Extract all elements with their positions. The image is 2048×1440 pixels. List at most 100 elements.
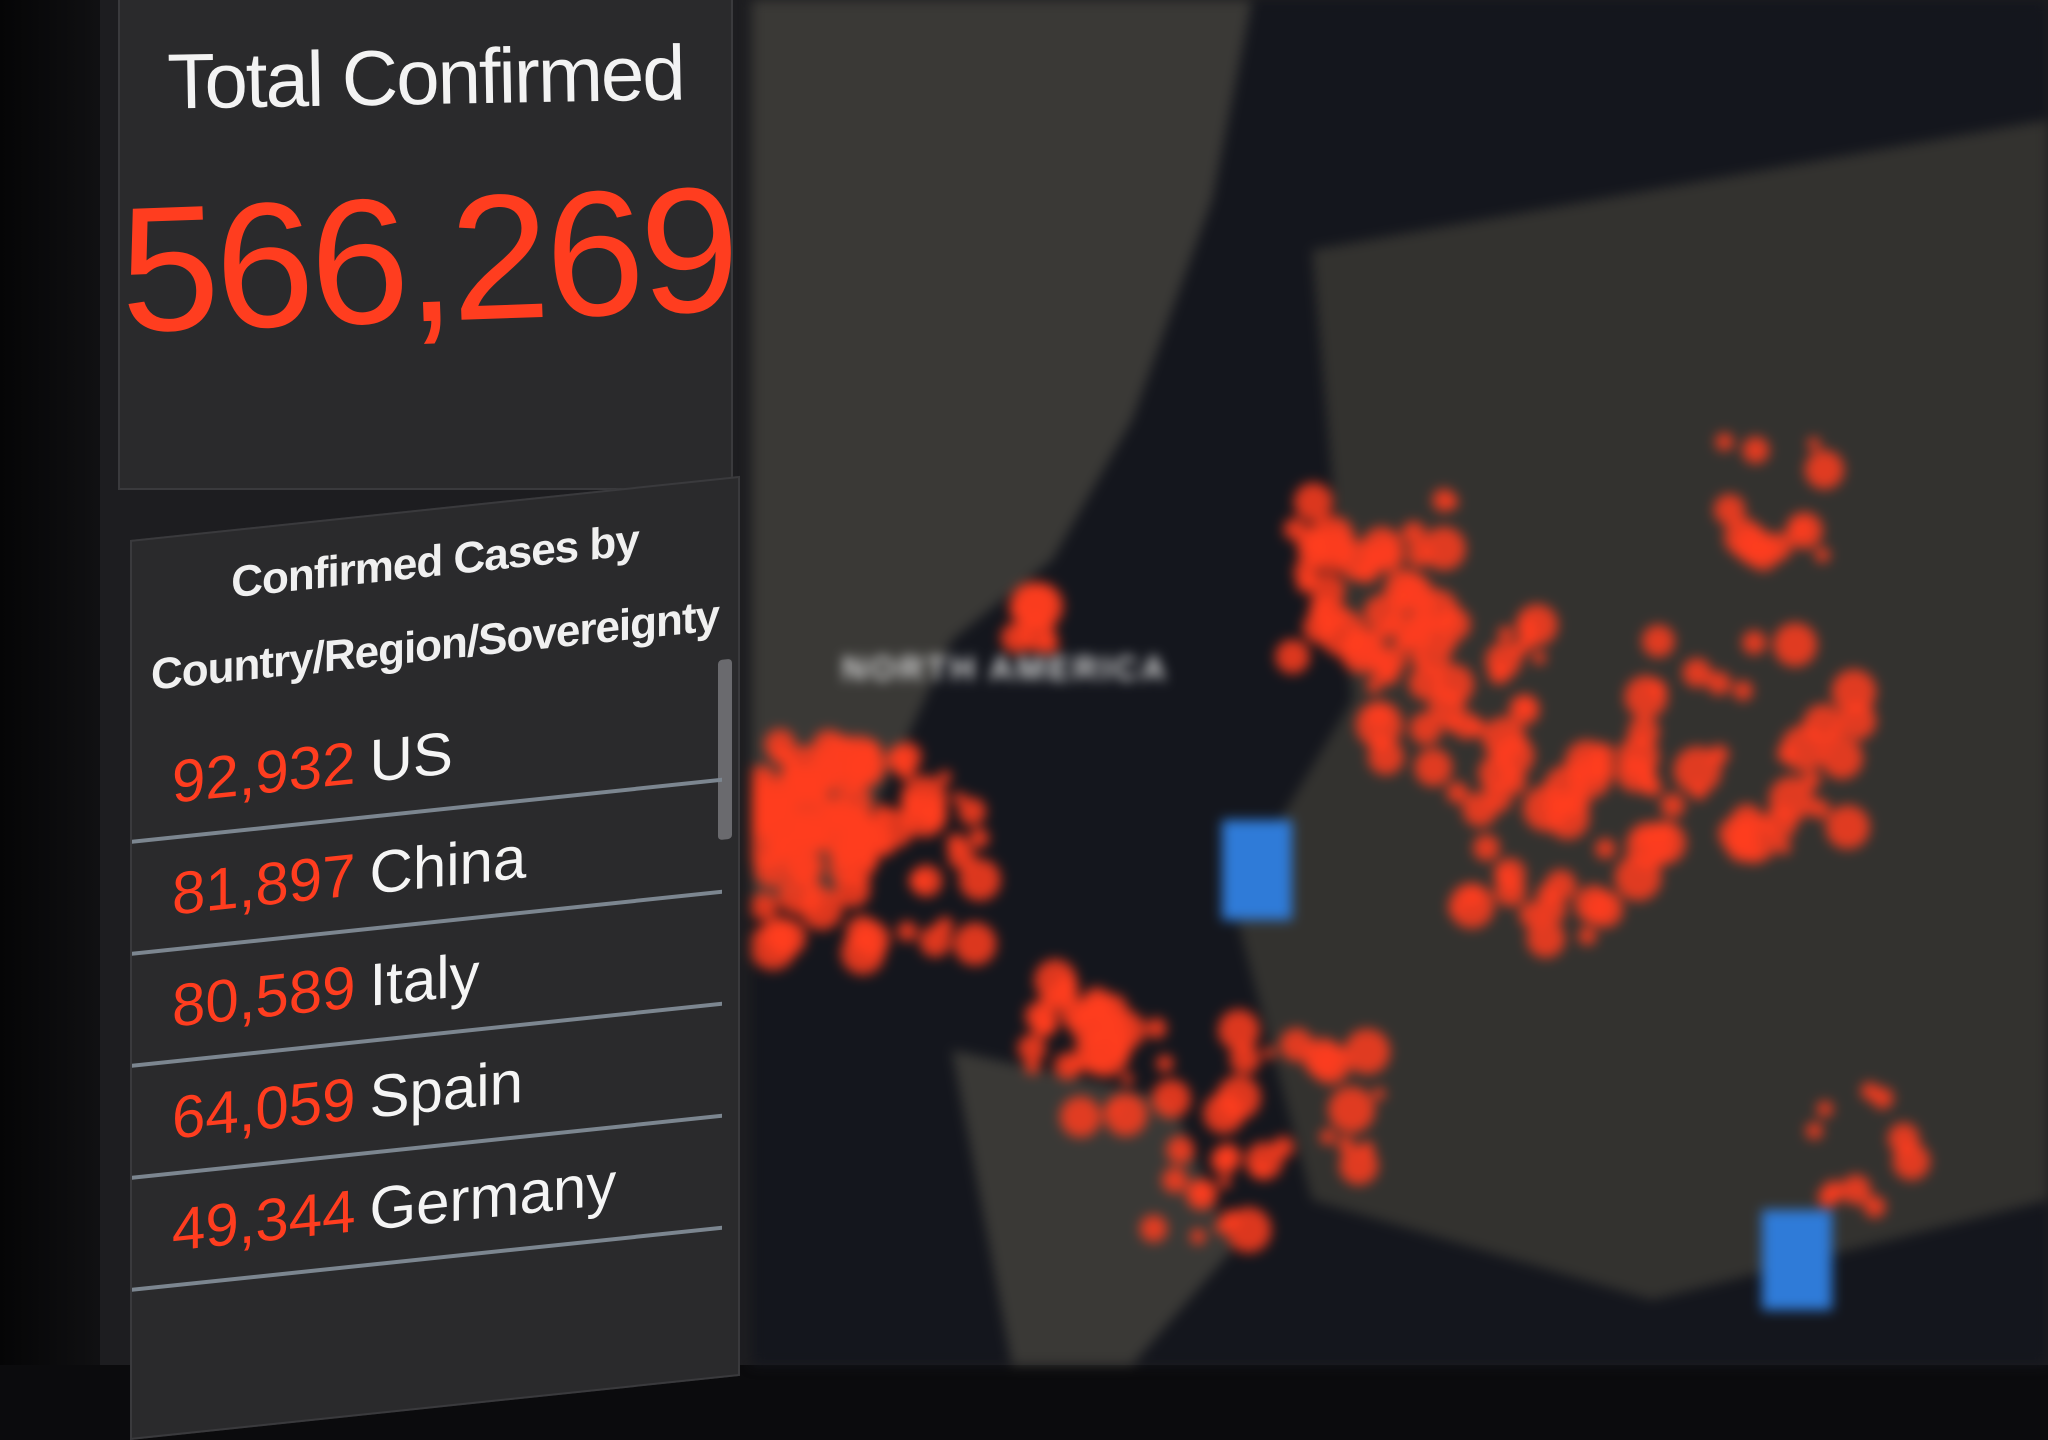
case-marker[interactable] [1217,1175,1232,1189]
case-marker[interactable] [953,922,997,966]
case-marker[interactable] [908,869,931,892]
case-marker[interactable] [1166,1135,1195,1165]
case-marker[interactable] [1339,627,1386,674]
case-marker[interactable] [848,805,864,821]
case-marker[interactable] [1302,1038,1343,1078]
case-marker[interactable] [1414,748,1453,787]
case-marker[interactable] [1139,1214,1168,1243]
case-marker[interactable] [846,759,874,786]
case-marker[interactable] [1337,1135,1355,1153]
case-marker[interactable] [1807,437,1821,451]
case-marker[interactable] [1532,650,1547,665]
case-marker[interactable] [777,876,815,915]
case-marker[interactable] [1822,1180,1845,1203]
case-marker[interactable] [1518,630,1538,650]
case-marker[interactable] [886,745,913,773]
case-marker[interactable] [1161,1167,1188,1194]
case-marker[interactable] [919,925,952,958]
case-marker[interactable] [1838,701,1877,740]
case-marker[interactable] [1344,1028,1391,1075]
case-marker[interactable] [1732,680,1754,701]
case-marker[interactable] [1715,432,1734,451]
case-marker[interactable] [1775,838,1792,855]
case-marker[interactable] [1401,521,1426,546]
case-marker[interactable] [1328,1086,1375,1134]
case-marker[interactable] [1648,680,1667,698]
case-marker[interactable] [1831,669,1877,715]
case-marker[interactable] [1308,596,1332,620]
case-marker[interactable] [1660,793,1686,818]
case-marker[interactable] [1263,1046,1276,1059]
case-marker[interactable] [1825,805,1870,850]
case-marker[interactable] [1449,883,1495,929]
case-marker[interactable] [1225,1207,1272,1253]
case-marker[interactable] [1805,1122,1823,1140]
case-marker[interactable] [1713,494,1746,526]
case-marker[interactable] [1372,1087,1386,1101]
case-marker[interactable] [1820,736,1864,780]
case-marker[interactable] [1216,1075,1261,1120]
case-marker[interactable] [1574,885,1613,924]
case-marker[interactable] [1214,1143,1241,1170]
case-marker[interactable] [1763,532,1793,562]
case-marker[interactable] [1526,919,1566,958]
case-marker[interactable] [1892,1142,1931,1181]
case-marker[interactable] [752,892,778,921]
case-marker[interactable] [1641,624,1675,658]
case-marker[interactable] [1404,610,1442,648]
case-marker[interactable] [1406,541,1433,568]
case-marker[interactable] [1562,786,1591,815]
world-map[interactable]: NORTH AMERICA [752,0,2048,1365]
case-marker[interactable] [1300,572,1314,586]
case-marker[interactable] [1059,1096,1102,1138]
case-marker[interactable] [1105,1101,1119,1115]
case-marker[interactable] [1040,988,1065,1013]
case-marker[interactable] [1190,1228,1206,1245]
case-marker[interactable] [1448,901,1462,915]
case-marker[interactable] [1446,781,1469,804]
case-marker[interactable] [1361,526,1403,568]
case-marker[interactable] [1791,519,1812,540]
case-marker[interactable] [803,757,842,795]
case-marker[interactable] [770,919,807,956]
case-marker[interactable] [1156,1054,1174,1072]
case-marker[interactable] [958,858,1001,901]
case-marker[interactable] [1773,622,1818,667]
case-marker[interactable] [1486,786,1512,812]
case-marker[interactable] [1218,1009,1260,1051]
case-marker[interactable] [1494,865,1512,883]
case-marker[interactable] [1724,517,1763,557]
case-marker[interactable] [1421,526,1466,571]
case-marker[interactable] [1493,735,1535,776]
case-marker[interactable] [1488,661,1511,685]
case-marker[interactable] [1339,1145,1379,1186]
case-marker[interactable] [784,756,799,771]
case-marker[interactable] [1473,834,1500,862]
case-marker[interactable] [835,833,858,856]
case-marker[interactable] [1871,1087,1894,1110]
case-marker[interactable] [1432,488,1456,512]
case-marker[interactable] [1804,450,1844,490]
case-marker[interactable] [1319,1128,1336,1145]
case-marker[interactable] [1642,820,1687,865]
case-marker[interactable] [1642,777,1663,797]
case-marker[interactable] [1742,630,1767,655]
case-marker[interactable] [968,827,990,849]
case-marker[interactable] [1354,557,1380,584]
case-marker[interactable] [958,797,987,826]
case-marker[interactable] [1682,658,1712,688]
case-marker[interactable] [1077,995,1118,1036]
case-marker[interactable] [1017,1033,1047,1063]
case-marker[interactable] [1802,770,1821,790]
case-marker[interactable] [952,791,966,805]
case-marker[interactable] [1763,805,1798,840]
case-marker[interactable] [1074,1030,1119,1075]
case-marker[interactable] [1816,1100,1834,1118]
case-marker[interactable] [1707,671,1732,696]
case-marker[interactable] [1145,1017,1167,1039]
case-marker[interactable] [852,842,879,870]
case-marker[interactable] [1104,1092,1148,1137]
case-marker[interactable] [1497,626,1515,643]
case-marker[interactable] [1355,701,1403,749]
case-marker[interactable] [901,791,948,838]
